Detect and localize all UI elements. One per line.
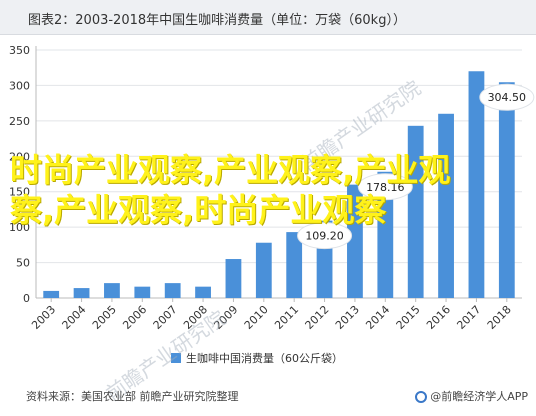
- x-tick-label: 2010: [242, 303, 271, 332]
- bar: [498, 82, 515, 299]
- brand-label: @前瞻经济学人APP: [415, 388, 528, 404]
- x-tick-label: 2003: [29, 303, 58, 332]
- x-tick-label: 2007: [151, 303, 180, 332]
- y-tick-label: 150: [9, 186, 30, 199]
- data-label-bubble: [297, 222, 353, 250]
- bar: [407, 125, 424, 299]
- y-tick-label: 100: [9, 221, 30, 234]
- source-note: 资料来源：美国农业部 前瞻产业研究院整理: [26, 390, 239, 403]
- legend-label: 生咖啡中国消费量（60公斤袋）: [186, 351, 343, 365]
- bar: [73, 288, 90, 298]
- bar: [286, 232, 303, 298]
- x-tick-label: 2012: [303, 303, 332, 332]
- x-tick-label: 2011: [272, 303, 301, 332]
- x-tick-label: 2006: [120, 303, 149, 332]
- bar: [134, 286, 151, 298]
- bar-chart: 0 50 100 150 200 250 300 350 2003 2004 2005 2006 200…: [9, 44, 535, 365]
- x-tick-label: 2004: [60, 303, 89, 332]
- data-label-bubble: [479, 83, 535, 111]
- bar: [377, 171, 394, 298]
- x-tick-label: 2005: [90, 303, 119, 332]
- bar: [438, 113, 454, 299]
- x-tick-label: 2013: [333, 303, 362, 332]
- y-tick-label: 0: [23, 292, 30, 305]
- bar: [347, 184, 363, 298]
- y-tick-label: 50: [16, 257, 30, 270]
- bar: [225, 259, 242, 298]
- bar: [468, 71, 485, 298]
- y-tick-label: 200: [9, 150, 30, 163]
- y-tick-label: 350: [9, 44, 30, 57]
- legend-swatch: [171, 353, 181, 363]
- bar: [104, 283, 120, 298]
- chart-title: 图表2：2003-2018年中国生咖啡消费量（单位：万袋（60kg））: [28, 13, 406, 28]
- y-tick-label: 300: [9, 79, 30, 92]
- x-tick-label: 2016: [424, 303, 453, 332]
- bar: [255, 242, 272, 298]
- bar: [195, 286, 211, 298]
- x-tick-label: 2017: [454, 303, 483, 332]
- data-label-bubble: [357, 173, 413, 201]
- x-tick-label: 2015: [394, 303, 423, 332]
- brand-text: @前瞻经济学人APP: [430, 390, 528, 403]
- data-label: 109.20: [305, 230, 344, 243]
- overlay-text: 时尚产业观察,产业观察,产业观察,产业观察,时尚产业观察: [10, 151, 451, 229]
- data-label: 178.16: [366, 181, 405, 194]
- y-tick-label: 250: [9, 115, 30, 128]
- bar: [164, 283, 181, 298]
- x-tick-label: 2018: [485, 303, 514, 332]
- brand-logo-icon: [415, 391, 428, 403]
- data-label: 304.50: [488, 91, 527, 104]
- title-bar: 图表2：2003-2018年中国生咖啡消费量（单位：万袋（60kg））: [0, 0, 536, 35]
- bar: [43, 290, 60, 298]
- x-tick-label: 2014: [363, 303, 392, 332]
